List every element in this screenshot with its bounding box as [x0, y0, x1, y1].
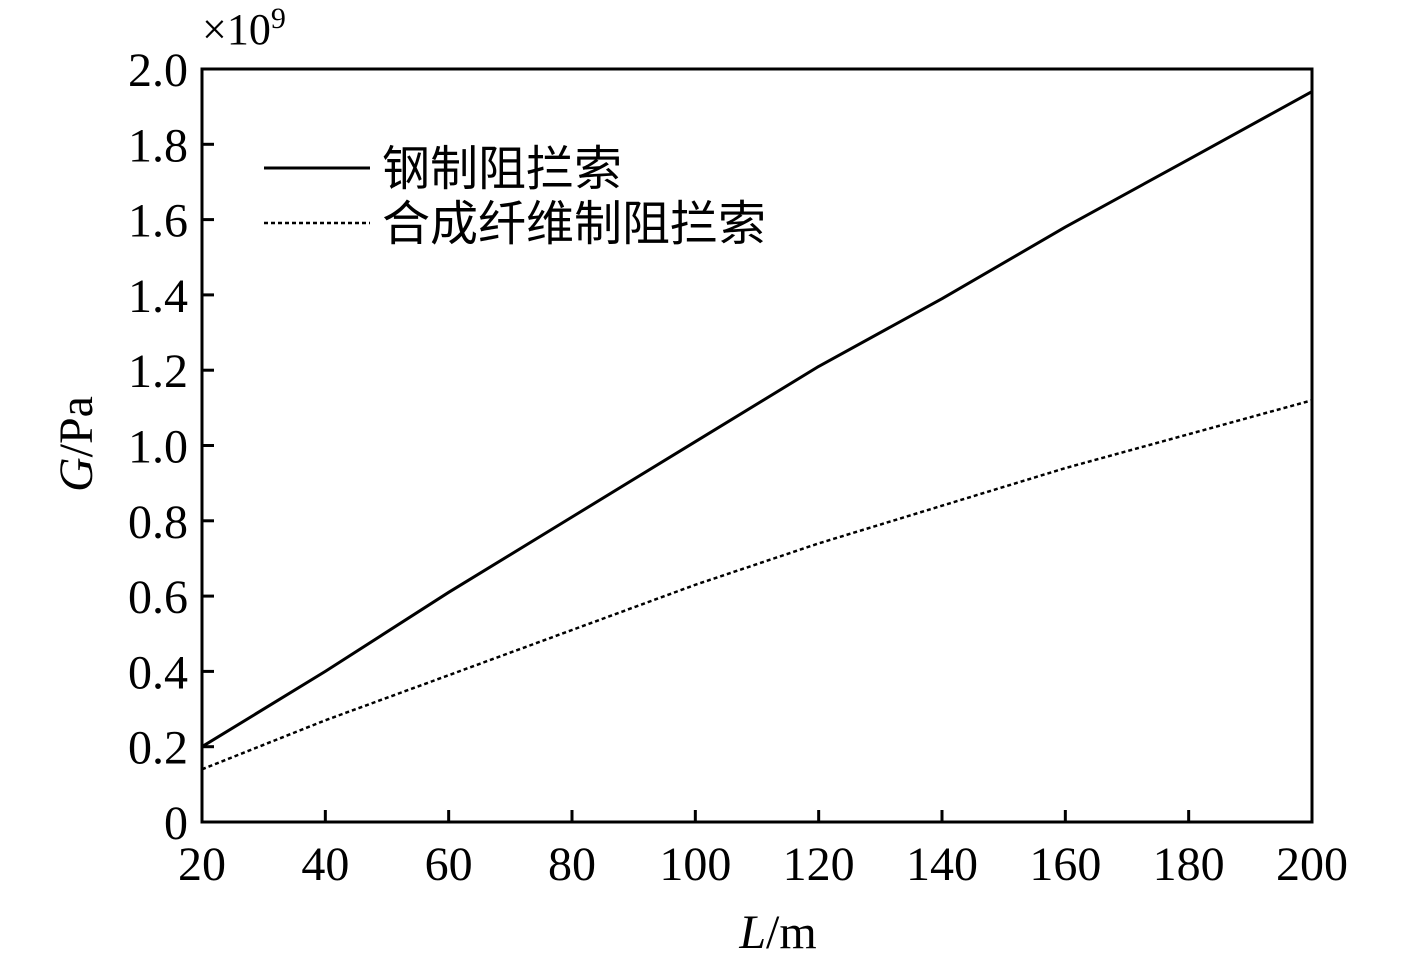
- y-tick-label: 1.8: [128, 119, 188, 172]
- x-axis-label-unit: /m: [766, 906, 817, 954]
- x-tick-label: 200: [1276, 838, 1348, 891]
- y-tick-label: 2.0: [128, 44, 188, 97]
- y-tick-label: 1.2: [128, 345, 188, 398]
- x-axis-label: L/m: [738, 906, 816, 954]
- x-tick-label: 40: [301, 838, 349, 891]
- x-axis-label-variable: L: [738, 906, 766, 954]
- y-axis-multiplier: ×109: [202, 2, 286, 54]
- y-tick-label: 0: [164, 797, 188, 850]
- x-tick-label: 160: [1029, 838, 1101, 891]
- y-tick-label: 0.2: [128, 722, 188, 775]
- y-axis-multiplier-exponent: 9: [271, 2, 286, 35]
- series-line-2: [201, 399, 1313, 771]
- x-tick-label: 140: [906, 838, 978, 891]
- y-axis-label: G/Pa: [50, 396, 103, 492]
- y-tick-label: 1.4: [128, 270, 188, 323]
- y-tick-label: 1.0: [128, 421, 188, 474]
- y-axis-label-unit: /Pa: [50, 396, 103, 457]
- y-tick-label: 0.8: [128, 496, 188, 549]
- x-tick-label: 20: [178, 838, 226, 891]
- y-axis-multiplier-base: ×10: [202, 5, 271, 54]
- series-layer: [201, 90, 1313, 771]
- y-tick-label: 1.6: [128, 195, 188, 248]
- y-tick-label: 0.4: [128, 646, 188, 699]
- x-tick-label: 80: [548, 838, 596, 891]
- legend-label-1: 钢制阻拦索: [382, 141, 622, 197]
- x-tick-label: 60: [425, 838, 473, 891]
- y-tick-label: 0.6: [128, 571, 188, 624]
- x-tick-label: 120: [783, 838, 855, 891]
- legend-label-2: 合成纤维制阻拦索: [382, 196, 766, 252]
- axes: 20 40 60 80 100 120 140 160 180 200 0 0.2 0.4 0.6 0.8 1…: [128, 44, 1348, 891]
- y-axis-label-variable: G: [50, 457, 103, 492]
- x-tick-label: 100: [659, 838, 731, 891]
- series-line-1: [201, 90, 1313, 748]
- x-tick-label: 180: [1153, 838, 1225, 891]
